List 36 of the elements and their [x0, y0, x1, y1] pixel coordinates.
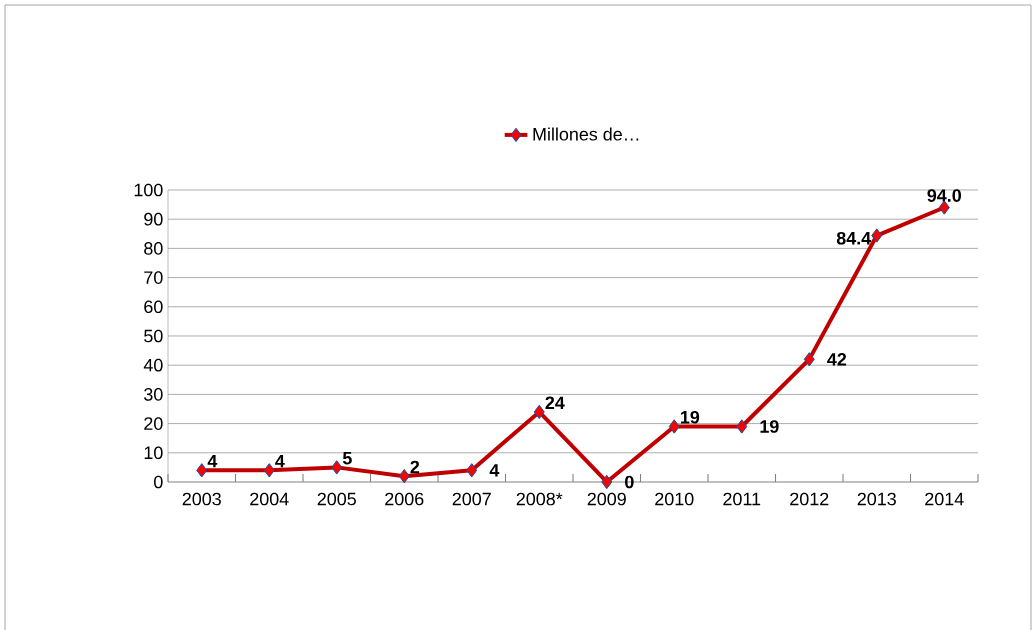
- data-label: 42: [827, 353, 847, 366]
- y-tick-label: 80: [144, 242, 163, 255]
- data-label: 5: [342, 451, 352, 465]
- x-tick-label: 2013: [857, 492, 896, 506]
- x-tick-label: 2007: [452, 492, 491, 506]
- y-tick-label: 10: [144, 446, 163, 460]
- data-label: 19: [760, 420, 779, 433]
- data-label: 94.0: [927, 189, 961, 202]
- x-tick-label: 2008*: [516, 492, 563, 506]
- y-tick-label: 20: [144, 417, 163, 430]
- legend-label: Millones de…: [533, 127, 639, 141]
- x-tick-label: 2009: [587, 492, 626, 506]
- x-tick-label: 2004: [250, 492, 289, 506]
- x-tick-label: 2010: [655, 492, 694, 506]
- x-tick-label: 2014: [925, 492, 964, 506]
- data-label: 24: [545, 396, 565, 409]
- data-label: 84.4: [836, 231, 872, 245]
- x-tick-label: 2012: [790, 492, 829, 506]
- data-label: 2: [410, 460, 420, 474]
- y-tick-label: 70: [144, 271, 163, 284]
- y-tick-label: 60: [144, 300, 163, 314]
- y-tick-label: 100: [134, 183, 163, 197]
- y-tick-label: 50: [144, 329, 163, 343]
- x-tick-label: 2011: [723, 492, 761, 506]
- x-tick-label: 2005: [317, 492, 356, 506]
- data-label: 0: [625, 475, 634, 489]
- y-tick-label: 40: [143, 358, 163, 372]
- data-label: 4: [207, 455, 218, 468]
- y-tick-label: 30: [144, 388, 163, 401]
- data-label: 4: [489, 464, 500, 477]
- y-tick-label: 0: [154, 475, 163, 489]
- x-tick-label: 2003: [182, 492, 221, 506]
- x-tick-label: 2006: [385, 492, 424, 506]
- data-label: 4: [275, 455, 285, 468]
- y-tick-label: 90: [144, 212, 163, 226]
- data-label: 19: [680, 410, 700, 424]
